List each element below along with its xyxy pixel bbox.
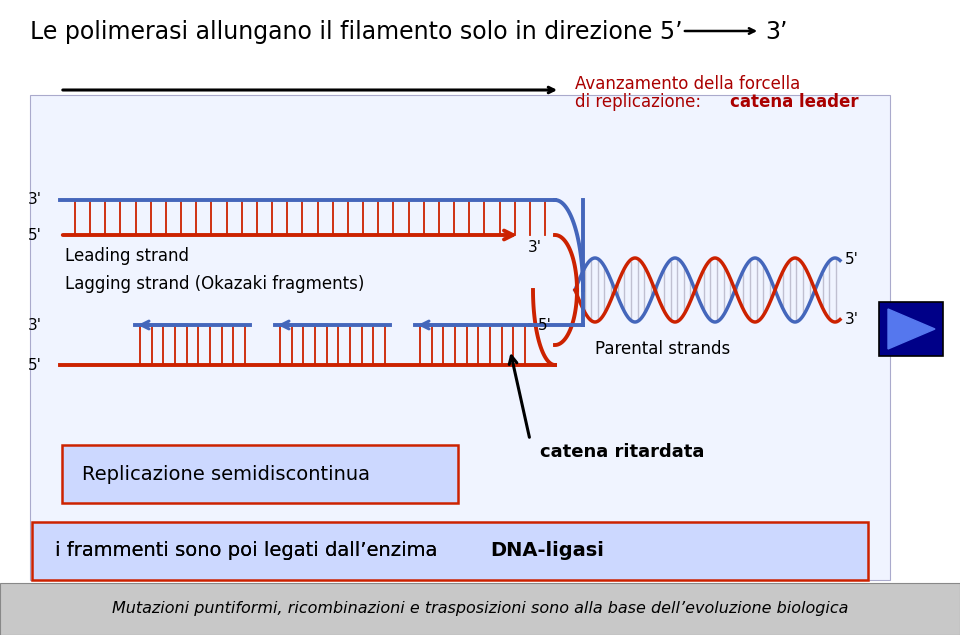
Text: 3': 3' [845, 312, 859, 328]
Text: 5': 5' [538, 318, 552, 333]
Text: 3': 3' [528, 240, 542, 255]
Text: 5': 5' [28, 227, 42, 243]
FancyBboxPatch shape [30, 95, 890, 580]
Text: di replicazione:: di replicazione: [575, 93, 707, 111]
Text: 3': 3' [28, 318, 42, 333]
Text: Avanzamento della forcella: Avanzamento della forcella [575, 75, 801, 93]
FancyBboxPatch shape [62, 445, 458, 503]
Text: i frammenti sono poi legati dall’enzima: i frammenti sono poi legati dall’enzima [55, 542, 444, 561]
Text: i frammenti sono poi legati dall’enzima: i frammenti sono poi legati dall’enzima [55, 542, 444, 561]
Text: 5': 5' [845, 253, 859, 267]
Text: 5': 5' [28, 358, 42, 373]
FancyBboxPatch shape [32, 522, 868, 580]
Text: Parental strands: Parental strands [595, 340, 731, 358]
Text: catena ritardata: catena ritardata [540, 443, 705, 461]
Text: 3': 3' [28, 192, 42, 208]
Text: Mutazioni puntiformi, ricombinazioni e trasposizioni sono alla base dell’evoluzi: Mutazioni puntiformi, ricombinazioni e t… [111, 601, 849, 617]
FancyBboxPatch shape [0, 583, 960, 635]
Polygon shape [888, 309, 935, 349]
FancyBboxPatch shape [879, 302, 943, 356]
Text: Lagging strand (Okazaki fragments): Lagging strand (Okazaki fragments) [65, 275, 365, 293]
Text: Le polimerasi allungano il filamento solo in direzione 5’: Le polimerasi allungano il filamento sol… [30, 20, 683, 44]
Text: catena leader: catena leader [730, 93, 858, 111]
Text: DNA-ligasi: DNA-ligasi [490, 542, 604, 561]
Text: Replicazione semidiscontinua: Replicazione semidiscontinua [82, 464, 370, 483]
Text: 3’: 3’ [765, 20, 787, 44]
Text: Leading strand: Leading strand [65, 247, 189, 265]
